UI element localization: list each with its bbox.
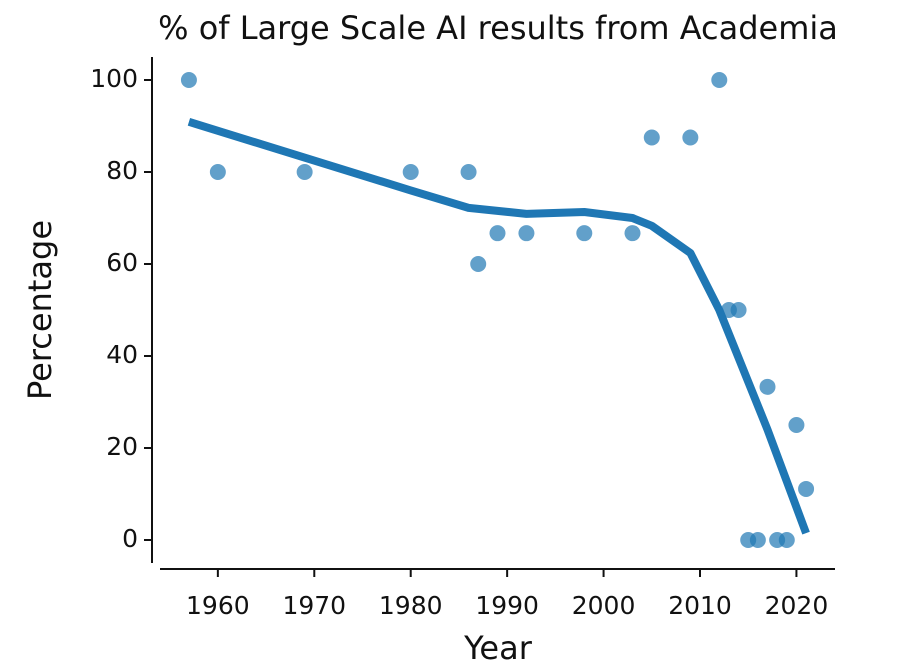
data-point xyxy=(759,378,776,395)
data-point xyxy=(682,129,699,146)
chart-title: % of Large Scale AI results from Academi… xyxy=(158,9,838,47)
x-tick-label: 2020 xyxy=(765,591,829,620)
x-tick-label: 1970 xyxy=(282,591,346,620)
data-point xyxy=(788,417,805,433)
y-tick-label: 20 xyxy=(106,432,138,461)
y-tick-label: 0 xyxy=(122,524,138,553)
data-point xyxy=(643,129,660,146)
trend-line xyxy=(187,118,810,535)
data-point xyxy=(460,164,477,180)
data-point xyxy=(778,532,795,548)
data-point xyxy=(711,72,728,88)
y-tick-label: 80 xyxy=(106,156,138,185)
data-point xyxy=(798,480,815,497)
data-point xyxy=(730,302,747,318)
data-point xyxy=(489,225,506,242)
data-point xyxy=(296,164,313,180)
data-point xyxy=(518,225,535,242)
data-point xyxy=(749,532,766,548)
y-tick-label: 60 xyxy=(106,248,138,277)
x-tick-label: 1960 xyxy=(186,591,250,620)
data-point xyxy=(402,164,419,180)
data-point xyxy=(624,225,641,242)
data-point xyxy=(470,256,487,272)
y-tick-label: 40 xyxy=(106,340,138,369)
y-tick-label: 100 xyxy=(90,64,138,93)
x-tick-label: 1980 xyxy=(379,591,443,620)
x-tick-label: 2000 xyxy=(572,591,636,620)
x-axis-label: Year xyxy=(463,629,533,667)
x-tick-label: 2010 xyxy=(668,591,732,620)
data-point xyxy=(209,164,226,180)
x-tick-label: 1990 xyxy=(475,591,539,620)
data-point xyxy=(576,225,593,242)
data-point xyxy=(180,72,197,88)
y-axis-label: Percentage xyxy=(21,220,59,400)
